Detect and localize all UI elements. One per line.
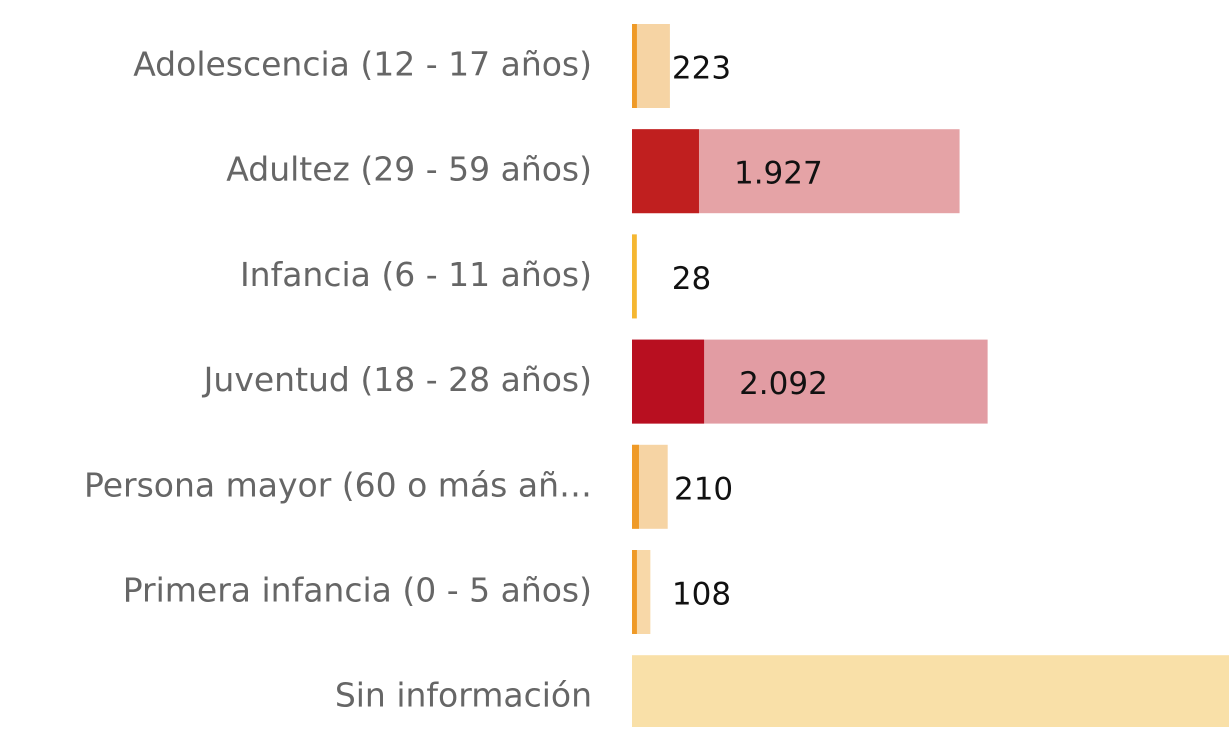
highlight-bar — [632, 339, 705, 424]
total-bar — [632, 24, 670, 108]
highlight-bar — [632, 444, 639, 529]
value-label: 1.927 — [734, 156, 823, 192]
value-label: 28 — [672, 261, 711, 297]
category-label: Infancia (6 - 11 años) — [240, 255, 592, 294]
value-label: 223 — [672, 51, 731, 87]
category-label: Adolescencia (12 - 17 años) — [133, 45, 592, 84]
highlight-bar — [632, 550, 637, 634]
highlight-bar — [632, 129, 699, 214]
value-label: 108 — [672, 577, 731, 613]
value-label: 2.092 — [739, 366, 828, 402]
category-label: Sin información — [335, 676, 592, 715]
highlight-bar — [632, 24, 637, 108]
value-label: 210 — [674, 471, 733, 507]
highlight-bar — [632, 234, 637, 319]
category-label: Primera infancia (0 - 5 años) — [123, 571, 592, 610]
category-label: Adultez (29 - 59 años) — [226, 150, 592, 189]
category-label: Persona mayor (60 o más añ… — [84, 465, 592, 504]
total-bar — [632, 655, 1229, 731]
category-label: Juventud (18 - 28 años) — [202, 360, 592, 399]
